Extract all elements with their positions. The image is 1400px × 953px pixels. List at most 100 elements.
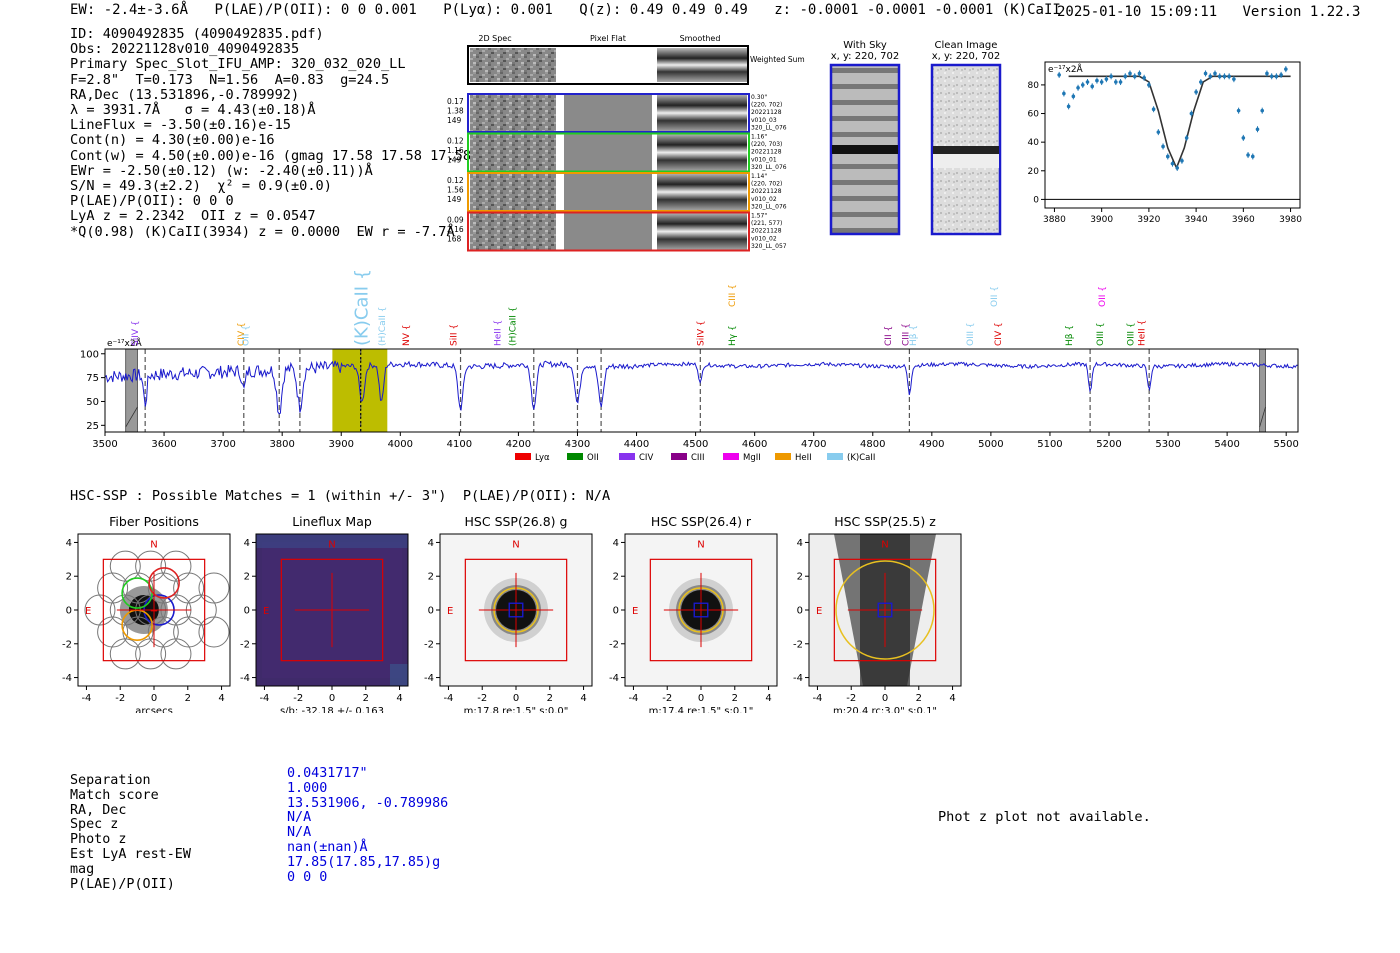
zoom-xtick: 3940 [1185, 215, 1208, 225]
match-value: 17.85(17.85,17.85)g [287, 854, 441, 870]
zoom-xtick: 3980 [1279, 215, 1302, 225]
sky-clean-images: With Sky x, y: 220, 702 Clean Image x, y… [829, 40, 1002, 236]
spectrum-xtick: 3900 [329, 439, 354, 450]
info-line: *Q(0.98) (K)CaII(3934) z = 0.0000 EW r =… [70, 223, 455, 240]
panel-ytick: 2 [797, 572, 803, 583]
panel-ytick: -2 [424, 639, 434, 650]
panel-ytick: -2 [62, 639, 72, 650]
with-sky-coords: x, y: 220, 702 [831, 51, 900, 62]
zoom-point [1232, 76, 1236, 83]
cutout-right-label: v010_02 [751, 196, 777, 203]
zoom-point [1180, 157, 1184, 164]
info-line: Cont(n) = 4.30(±0.00)e-16 [70, 132, 275, 149]
zoom-point [1246, 152, 1250, 159]
cutout-right-label: v010_01 [751, 156, 777, 163]
spectrum-xtick: 5200 [1096, 439, 1121, 450]
panel-xtick: -4 [81, 693, 91, 704]
svg-text:CIII: CIII [691, 453, 704, 462]
datetime: 2025-01-10 15:09:11 [1057, 4, 1218, 20]
line-label: Hγ { [728, 325, 738, 346]
line-label: HeII { [1137, 320, 1147, 346]
panel-title: HSC SSP(26.8) g [465, 514, 568, 529]
line-label: NV { [402, 325, 412, 346]
panel-ytick: 4 [613, 538, 619, 549]
imaging-panels: Fiber Positions+NE-4-4-2-2002244arcsecsL… [62, 514, 962, 713]
line-label: OII { [242, 325, 252, 346]
panel-ytick: -2 [240, 639, 250, 650]
cutout-right-label: (220, 702) [751, 102, 782, 109]
cutout-2d [470, 94, 556, 132]
cutout-left-label: 0.12 [447, 137, 464, 146]
line-label: OII { [1098, 286, 1108, 307]
line-label: SiIV { [131, 320, 141, 346]
cutout-left-label: 149 [447, 195, 462, 204]
match-row: P(LAE)/P(OII) 0 0 0 [70, 870, 448, 893]
zoom-point [1123, 73, 1128, 80]
cutout-right-label: 320_LL_076 [751, 203, 787, 210]
panel-ytick: 0 [613, 606, 619, 617]
panel-title: HSC SSP(26.4) r [651, 514, 752, 529]
imaging-panel: HSC SSP(25.5) z N E -4 -4 -2 -2 0 0 2 2 4 4 m:20.4 rc… [793, 514, 962, 713]
zoom-point [1213, 70, 1217, 77]
zoom-xtick: 3960 [1232, 215, 1255, 225]
panel-xtick: 0 [513, 693, 519, 704]
full-spectrum-chart: 3500 3600 3700 3800 3900 4000 4100 4200 4300 4400… [80, 269, 1299, 462]
line-label: HeII { [494, 320, 504, 346]
match-row: mag 17.85(17.85,17.85)g [70, 855, 448, 878]
match-row: Est LyA rest-EW nan(±nan)Å [70, 840, 448, 863]
svg-text:OII: OII [587, 453, 599, 462]
line-label: (K)CaII { [351, 269, 372, 346]
zoom-ytick: 0 [1033, 195, 1039, 205]
east-label: E [447, 606, 453, 617]
info-line: RA,Dec (13.531896,-0.789992) [70, 86, 300, 103]
panel-caption: s/b: -32.18 +/- 0.163 [280, 706, 384, 713]
panel-xtick: -4 [628, 693, 638, 704]
match-row: RA, Dec 13.531906, -0.789986 [70, 796, 448, 819]
east-label: E [816, 606, 822, 617]
panel-ytick: 0 [428, 606, 434, 617]
zoom-point [1222, 73, 1227, 80]
zoom-point [1128, 70, 1132, 77]
zoom-point [1071, 93, 1076, 100]
zoom-point [1165, 153, 1170, 160]
panel-title: Fiber Positions [109, 514, 199, 529]
spectrum-xtick: 5000 [978, 439, 1003, 450]
legend-entry: (K)CaII [827, 453, 875, 462]
plya-summary: P(Lyα): 0.001 [443, 2, 553, 18]
match-key: P(LAE)/P(OII) [70, 876, 175, 892]
match-key: RA, Dec [70, 802, 127, 818]
cutout-smoothed [657, 133, 747, 172]
match-value: nan(±nan)Å [287, 839, 368, 855]
svg-text:Lyα: Lyα [535, 453, 550, 462]
spectrum-xtick: 3700 [210, 439, 235, 450]
weighted-sum-row: Weighted Sum [467, 45, 805, 85]
panel-xtick: 0 [698, 693, 704, 704]
cutout-left-label: 149 [447, 116, 462, 125]
panel-caption: arcsecs [135, 706, 173, 713]
match-value: 1.000 [287, 780, 328, 796]
panel-caption: m:17.4 re:1.5" s:0.1" [649, 706, 754, 713]
zoom-point [1118, 79, 1123, 86]
zoom-point [1085, 79, 1090, 86]
timestamp-version: 2025-01-10 15:09:11 Version 1.22.3 [1057, 4, 1360, 20]
zoom-ytick: 80 [1028, 81, 1040, 91]
match-value: N/A [287, 810, 312, 826]
zoom-point [1255, 126, 1260, 133]
spectrum-line [104, 360, 1298, 415]
match-key: mag [70, 861, 95, 877]
east-label: E [85, 606, 91, 617]
zoom-point [1057, 71, 1061, 78]
spectrum-xtick: 5300 [1155, 439, 1180, 450]
line-label: (H)CaII { [378, 307, 388, 347]
cutout-left-label: 168 [447, 235, 462, 244]
zoom-point [1217, 73, 1222, 80]
panel-ytick: -2 [793, 639, 803, 650]
zoom-point [1114, 79, 1118, 86]
info-line: Obs: 20221128v010_4090492835 [70, 41, 300, 58]
svg-text:CIV: CIV [639, 453, 653, 462]
panel-ytick: 2 [66, 572, 72, 583]
cutout-left-label: 2.16 [447, 225, 464, 234]
east-label: E [263, 606, 269, 617]
